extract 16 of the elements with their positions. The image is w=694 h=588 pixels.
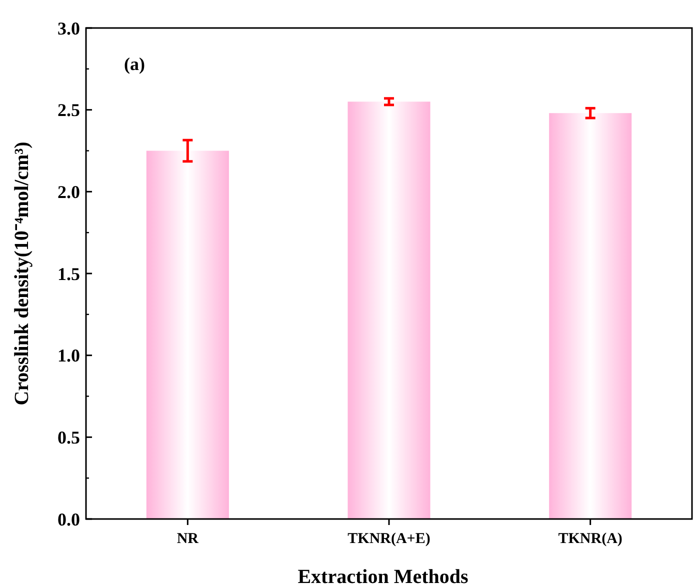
- x-tick-label: NR: [176, 531, 199, 547]
- annotation: (a): [124, 54, 145, 74]
- y-tick-label: 3.0: [58, 18, 80, 38]
- x-axis-title: Extraction Methods: [298, 566, 468, 588]
- y-tick-label: 0.5: [58, 427, 80, 448]
- bar: [549, 113, 632, 519]
- y-tick-label: 0.0: [58, 509, 80, 530]
- bar: [348, 102, 430, 519]
- x-tick-label: TKNR(A): [558, 531, 622, 547]
- bar: [146, 150, 229, 519]
- y-tick-label: 1.0: [58, 346, 80, 366]
- x-tick-label: TKNR(A+E): [348, 531, 430, 547]
- y-tick-label: 2.5: [58, 100, 80, 120]
- y-axis-title: Crosslink density(10⁻⁴mol/cm³): [11, 142, 33, 406]
- y-tick-label: 2.0: [58, 182, 80, 202]
- y-tick-label: 1.5: [58, 264, 80, 284]
